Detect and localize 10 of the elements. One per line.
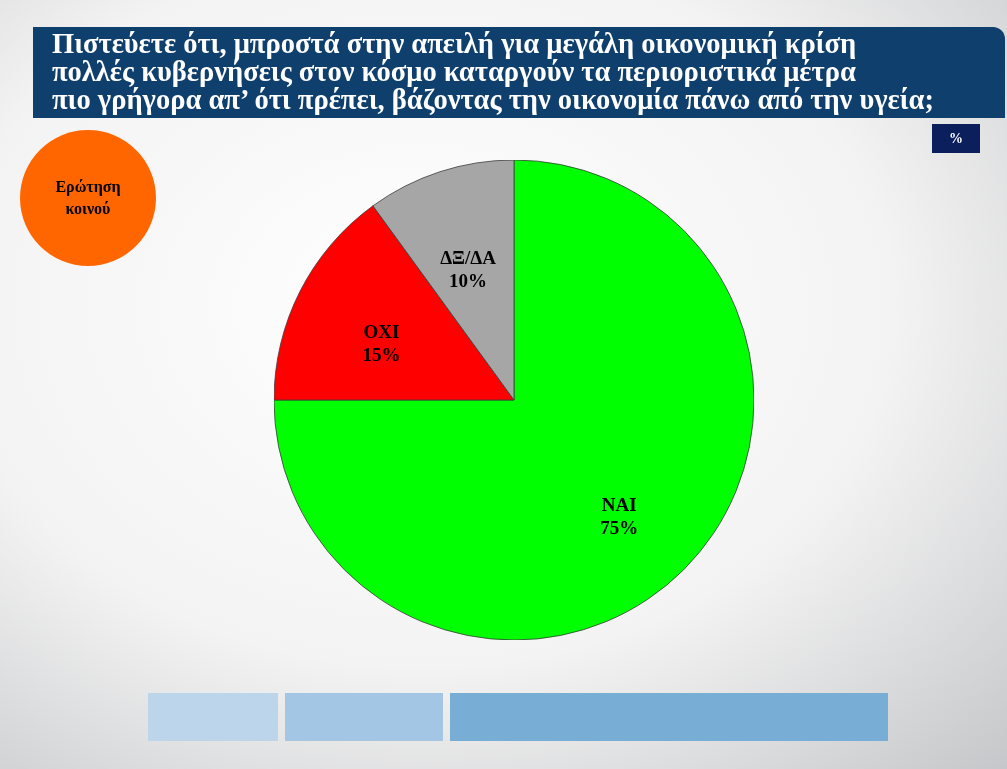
data-label: 15% bbox=[362, 344, 401, 366]
slice-label: ΔΞ/ΔΑ bbox=[440, 247, 497, 269]
chart-title: Πιστεύετε ότι, μπροστά στην απειλή για μεγάλη οικονομική κρίση πολλές κυβερνήσεις στον κόσμο καταργούν τα περιοριστικά μέτρα πιο γρήγορα απ’ ότι πρέπει, βάζοντας την οικονομία πάνω από την υγεία; bbox=[52, 28, 935, 115]
circle-badge: Ερώτηση κοινού bbox=[20, 130, 156, 266]
pie-slice bbox=[274, 160, 754, 640]
slice-label: ΟΧΙ bbox=[363, 321, 400, 343]
data-label: 75% bbox=[600, 517, 639, 539]
data-label: 10% bbox=[449, 270, 488, 292]
slice-label: ΝΑΙ bbox=[601, 494, 637, 516]
unit-badge: % bbox=[932, 124, 980, 153]
